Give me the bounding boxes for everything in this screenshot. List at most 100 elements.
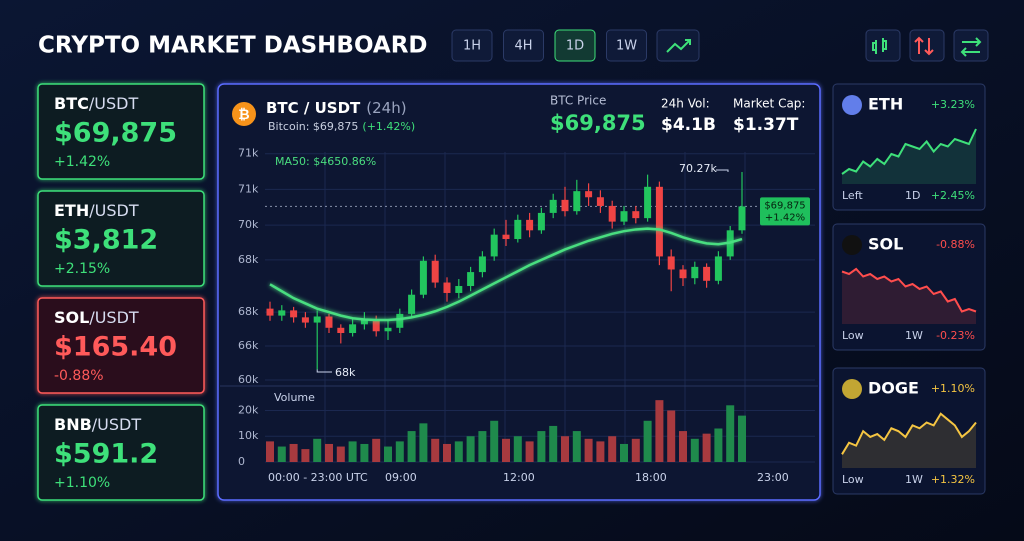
candle-body	[301, 317, 309, 323]
ticker-pair: BNB/USDT	[54, 415, 141, 434]
candle-body	[490, 234, 498, 257]
candle-body	[467, 272, 475, 287]
candle-body	[408, 294, 416, 314]
volume-bar	[714, 428, 723, 462]
market-card[interactable]	[832, 83, 986, 211]
coin-change: +1.10%	[931, 382, 975, 395]
volume-bar	[631, 438, 640, 462]
volume-bar	[466, 436, 475, 462]
timeframe-label: 4H	[514, 39, 532, 54]
ticker-quote: /USDT	[89, 201, 139, 220]
tool-button[interactable]	[909, 29, 945, 62]
candle-body	[573, 191, 581, 212]
volume-bar	[679, 431, 687, 462]
sparkline-area	[842, 129, 976, 184]
tool-button[interactable]	[953, 29, 989, 62]
y-tick-label: 71k	[238, 147, 259, 160]
volume-bar	[313, 438, 322, 462]
volume-bar	[690, 438, 699, 462]
volume-title: Volume	[274, 391, 315, 404]
volume-bar	[478, 431, 487, 462]
market-card[interactable]	[832, 223, 986, 351]
coin-icon	[842, 235, 862, 255]
subtitle: Bitcoin: $69,875	[268, 120, 358, 133]
annotation: 68k	[335, 366, 356, 379]
volume-bar	[549, 425, 558, 462]
volume-bar	[277, 446, 286, 462]
card-footer: 1W	[905, 329, 923, 342]
volume-bar	[443, 443, 451, 462]
ticker-card[interactable]	[37, 190, 205, 287]
sparkline	[841, 267, 977, 313]
stat-value: $1.37T	[733, 115, 799, 135]
candle-body	[738, 206, 746, 231]
y-tick-label: 66k	[238, 339, 259, 352]
timeframe-label: 1H	[463, 39, 481, 54]
candle-body	[608, 205, 616, 222]
volume-bar	[407, 431, 416, 462]
trend-icon	[666, 39, 691, 53]
candle-body	[585, 191, 593, 198]
ticker-base: SOL	[54, 308, 89, 327]
timeframe-button[interactable]	[554, 29, 596, 62]
volume-bar	[537, 431, 546, 462]
price-tag-change: +1.42%	[765, 212, 805, 223]
ticker-base: ETH	[54, 201, 89, 220]
candle-body	[655, 186, 663, 257]
candle-body	[596, 197, 604, 206]
x-tick-label: 23:00	[757, 471, 789, 484]
ticker-change: +2.15%	[54, 261, 110, 277]
ticker-card[interactable]	[37, 83, 205, 180]
volume-bar	[419, 423, 428, 462]
volume-bar	[360, 443, 369, 462]
candle-body	[431, 260, 439, 283]
annotation-leader	[316, 369, 332, 373]
volume-bar	[513, 436, 522, 462]
stat-label: 24h Vol:	[661, 97, 710, 111]
card-footer: Low	[842, 329, 864, 342]
candle-body	[644, 186, 652, 219]
timeframe-button[interactable]	[606, 29, 647, 62]
candle-body	[526, 219, 534, 231]
pair-subtitle: Bitcoin: $69,875 (+1.42%)	[268, 120, 415, 133]
candle-body	[620, 211, 628, 222]
y-tick-label: 68k	[238, 305, 259, 318]
volume-bar	[490, 420, 499, 462]
subtitle-change: (+1.42%)	[362, 120, 415, 133]
ticker-card[interactable]	[37, 404, 205, 501]
candle-body	[384, 327, 392, 332]
candle-body	[667, 256, 675, 270]
candle-body	[443, 282, 451, 293]
card-footer: 1W	[905, 473, 923, 486]
timeframe-button[interactable]	[451, 29, 493, 62]
coin-icon	[842, 95, 862, 115]
ticker-change: +1.10%	[54, 475, 110, 491]
volume-bar	[584, 438, 593, 462]
candle-body	[372, 319, 380, 332]
y-tick-label: 60k	[238, 373, 259, 386]
volume-bar	[572, 431, 581, 462]
y-tick-label: 70k	[238, 218, 259, 231]
y-tick-label: 71k	[238, 182, 259, 195]
timeframe-label: 1D	[566, 39, 584, 54]
candle-body	[549, 199, 557, 213]
sparkline	[841, 128, 977, 175]
main-panel	[217, 83, 821, 501]
timeframe-button[interactable]	[503, 29, 544, 62]
ticker-base: BNB	[54, 415, 92, 434]
candle-body	[349, 324, 357, 334]
volume-bar	[738, 415, 746, 462]
candle-body	[561, 199, 569, 212]
ticker-card[interactable]	[37, 297, 205, 394]
ma-legend: MA50: $4650.86%	[275, 155, 376, 168]
volume-bar	[620, 443, 628, 462]
card-footer: -0.23%	[936, 329, 975, 342]
volume-bar	[301, 449, 310, 462]
card-footer: +1.32%	[931, 473, 975, 486]
coin-icon	[842, 379, 862, 399]
volume-bar	[667, 410, 676, 462]
ticker-pair: SOL/USDT	[54, 308, 139, 327]
candle-body	[679, 269, 687, 279]
sparkline	[841, 412, 977, 455]
